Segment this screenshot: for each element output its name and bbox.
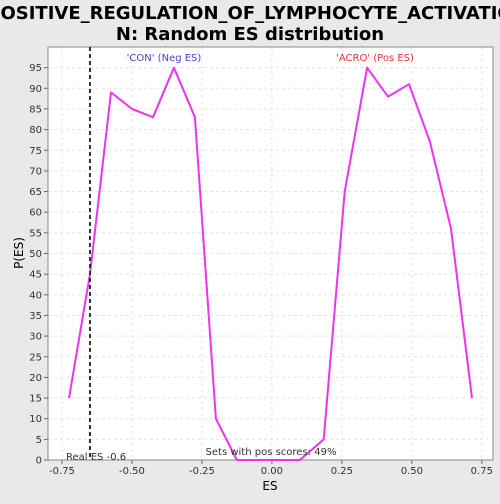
series: [68, 47, 473, 461]
pos-es-label: 'ACRO' (Pos ES): [336, 53, 414, 64]
x-tick-label: -0.75: [49, 466, 75, 477]
y-tick-label: 15: [29, 394, 42, 405]
y-tick-label: 80: [29, 125, 42, 136]
x-tick-label: 0.75: [471, 466, 493, 477]
series-line: [68, 66, 473, 461]
y-tick-label: 70: [29, 166, 42, 177]
y-tick-label: 40: [29, 290, 42, 301]
y-tick-label: 75: [29, 146, 42, 157]
y-tick-label: 5: [36, 435, 42, 446]
pos-scores-label: Sets with pos scores: 49%: [206, 447, 337, 458]
real-es-label: Real ES -0.6: [66, 452, 126, 463]
y-tick-label: 60: [29, 208, 42, 219]
y-tick-label: 0: [36, 456, 42, 467]
y-tick-label: 30: [29, 332, 42, 343]
y-tick-label: 35: [29, 311, 42, 322]
chart-title-line-1: POSITIVE_REGULATION_OF_LYMPHOCYTE_ACTIVA…: [0, 3, 500, 24]
y-tick-label: 25: [29, 352, 42, 363]
x-tick-label: -0.50: [119, 466, 145, 477]
y-tick-label: 85: [29, 104, 42, 115]
grid: [48, 47, 493, 461]
y-tick-label: 50: [29, 249, 42, 260]
y-tick-label: 20: [29, 373, 42, 384]
neg-es-label: 'CON' (Neg ES): [127, 53, 202, 64]
y-tick-label: 45: [29, 270, 42, 281]
chart-title-line-2: N: Random ES distribution: [116, 24, 384, 45]
x-axis-title: ES: [262, 479, 277, 493]
y-tick-label: 90: [29, 84, 42, 95]
x-tick-label: -0.25: [189, 466, 215, 477]
y-axis-title: P(ES): [12, 237, 26, 269]
x-tick-label: 0.25: [331, 466, 353, 477]
y-tick-label: 95: [29, 63, 42, 74]
y-tick-label: 65: [29, 187, 42, 198]
x-tick-label: 0.00: [261, 466, 283, 477]
y-tick-label: 55: [29, 228, 42, 239]
x-tick-label: 0.50: [401, 466, 423, 477]
y-tick-label: 10: [29, 414, 42, 425]
